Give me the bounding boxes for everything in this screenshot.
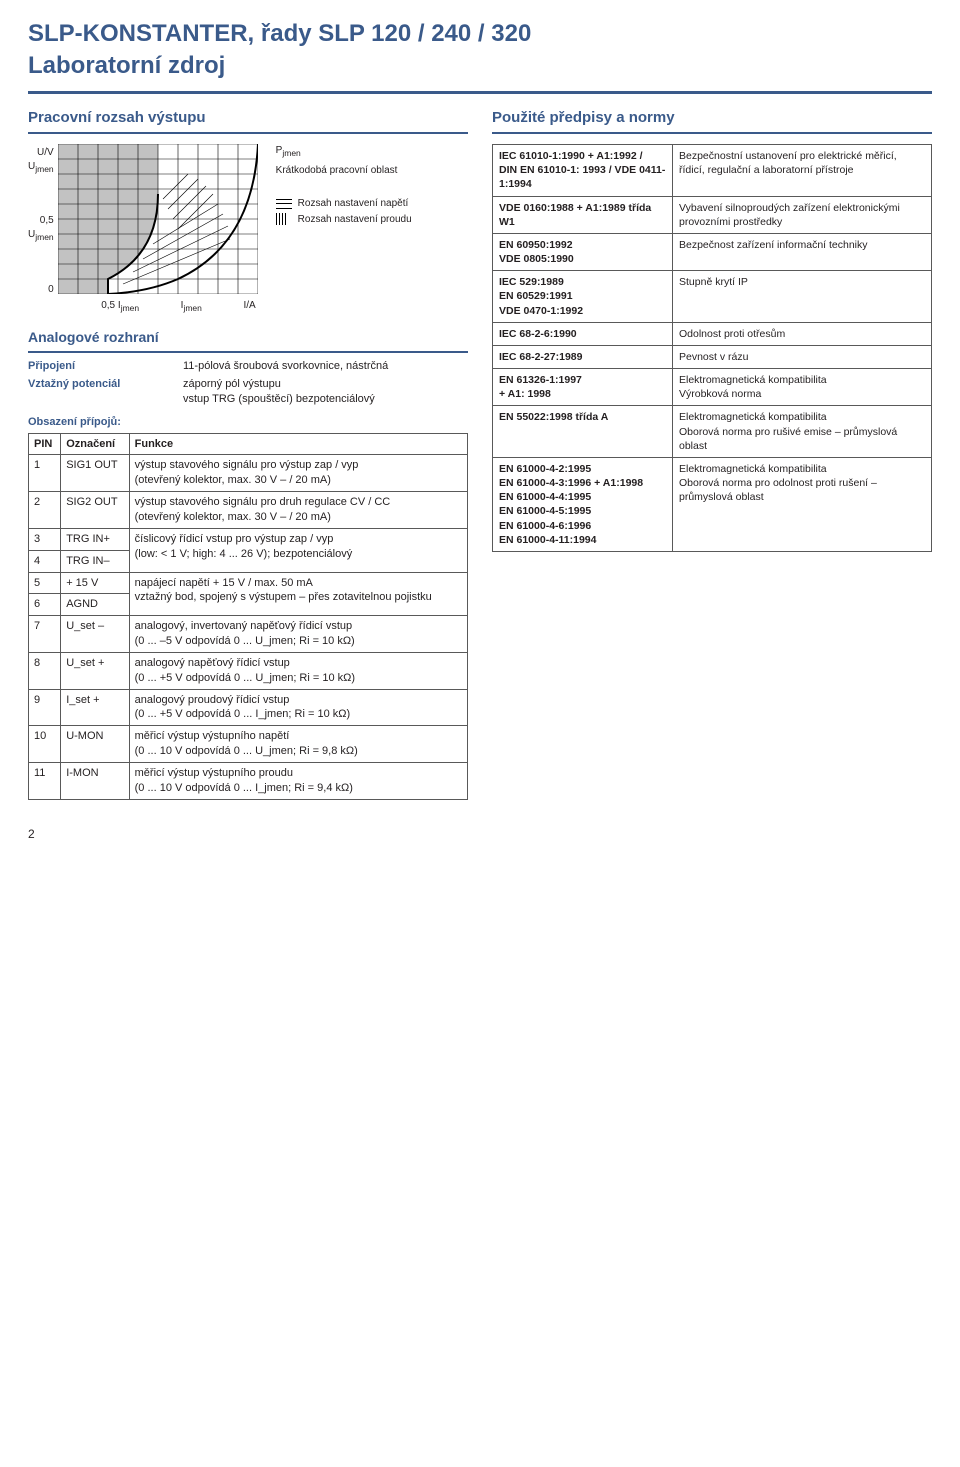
table-cell: + 15 V — [61, 572, 129, 594]
y-axis-uv: U/V — [37, 147, 54, 158]
pins-heading: Obsazení přípojů: — [28, 415, 183, 430]
legend-current: Rozsah nastavení proudu — [298, 213, 412, 227]
chart-y-labels: U/VUjmen 0,5Ujmen 0 — [28, 144, 58, 296]
pins-col-pin: PIN — [29, 433, 61, 455]
table-cell: SIG2 OUT — [61, 492, 129, 529]
table-cell: Bezpečnostní ustanovení pro elektrické m… — [673, 145, 932, 197]
table-cell: číslicový řídicí vstup pro výstup zap / … — [129, 528, 467, 572]
refpot-row: Vztažný potenciál záporný pól výstupu vs… — [28, 377, 468, 407]
table-cell: I_set + — [61, 689, 129, 726]
table-cell: TRG IN– — [61, 550, 129, 572]
table-cell: IEC 68-2-27:1989 — [493, 345, 673, 368]
table-cell: 6 — [29, 594, 61, 616]
table-cell: VDE 0160:1988 + A1:1989 třída W1 — [493, 196, 673, 233]
refpot-label: Vztažný potenciál — [28, 377, 183, 407]
table-cell: EN 55022:1998 třída A — [493, 406, 673, 458]
connection-row: Připojení 11-pólová šroubová svorkovnice… — [28, 359, 468, 374]
pins-col-name: Označení — [61, 433, 129, 455]
table-cell: Stupně krytí IP — [673, 271, 932, 323]
chart-svg — [58, 144, 258, 294]
y-axis-0: 0 — [28, 283, 54, 297]
table-cell: 3 — [29, 528, 61, 550]
table-cell: IEC 529:1989 EN 60529:1991 VDE 0470-1:19… — [493, 271, 673, 323]
table-cell: analogový napěťový řídicí vstup (0 ... +… — [129, 652, 467, 689]
table-cell: měřicí výstup výstupního proudu (0 ... 1… — [129, 762, 467, 799]
table-cell: EN 61326-1:1997 + A1: 1998 — [493, 369, 673, 406]
table-cell: napájecí napětí + 15 V / max. 50 mA vzta… — [129, 572, 467, 616]
table-cell: analogový proudový řídicí vstup (0 ... +… — [129, 689, 467, 726]
table-cell: Vybavení silnoproudých zařízení elektron… — [673, 196, 932, 233]
output-range-chart: U/VUjmen 0,5Ujmen 0 — [28, 144, 468, 314]
title-line-1: SLP-KONSTANTER, řady SLP 120 / 240 / 320 — [28, 18, 932, 50]
table-cell: měřicí výstup výstupního napětí (0 ... 1… — [129, 726, 467, 763]
pins-col-func: Funkce — [129, 433, 467, 455]
table-cell: 7 — [29, 616, 61, 653]
table-cell: TRG IN+ — [61, 528, 129, 550]
table-cell: 8 — [29, 652, 61, 689]
table-cell: 10 — [29, 726, 61, 763]
right-column: Použité předpisy a normy IEC 61010-1:199… — [492, 108, 932, 800]
table-cell: U-MON — [61, 726, 129, 763]
chart-legend: Krátkodobá pracovní oblast Rozsah nastav… — [276, 164, 412, 227]
refpot-value: záporný pól výstupu vstup TRG (spouštěcí… — [183, 377, 468, 407]
page-title: SLP-KONSTANTER, řady SLP 120 / 240 / 320… — [28, 18, 932, 94]
title-line-2: Laboratorní zdroj — [28, 50, 932, 82]
table-cell: 2 — [29, 492, 61, 529]
table-cell: 5 — [29, 572, 61, 594]
chart-x-labels: 0,5 Ijmen Ijmen I/A — [58, 299, 258, 314]
table-cell: Elektromagnetická kompatibilita Výrobkov… — [673, 369, 932, 406]
table-cell: 4 — [29, 550, 61, 572]
table-cell: U_set + — [61, 652, 129, 689]
table-cell: AGND — [61, 594, 129, 616]
table-cell: Bezpečnost zařízení informační techniky — [673, 233, 932, 270]
table-cell: Pevnost v rázu — [673, 345, 932, 368]
table-cell: Odolnost proti otřesům — [673, 322, 932, 345]
table-cell: Elektromagnetická kompatibilita Oborová … — [673, 457, 932, 551]
output-range-heading: Pracovní rozsah výstupu — [28, 108, 468, 134]
connection-value: 11-pólová šroubová svorkovnice, nástrčná — [183, 359, 468, 374]
table-cell: Elektromagnetická kompatibilita Oborová … — [673, 406, 932, 458]
connection-label: Připojení — [28, 359, 183, 374]
table-cell: 11 — [29, 762, 61, 799]
table-cell: EN 60950:1992 VDE 0805:1990 — [493, 233, 673, 270]
table-cell: U_set – — [61, 616, 129, 653]
legend-voltage: Rozsah nastavení napětí — [298, 197, 409, 211]
table-cell: IEC 68-2-6:1990 — [493, 322, 673, 345]
overlay-label: Krátkodobá pracovní oblast — [276, 164, 412, 178]
table-cell: 9 — [29, 689, 61, 726]
analog-interface-heading: Analogové rozhraní — [28, 328, 468, 353]
table-cell: 1 — [29, 455, 61, 492]
norms-table: IEC 61010-1:1990 + A1:1992 / DIN EN 6101… — [492, 144, 932, 552]
table-cell: výstup stavového signálu pro výstup zap … — [129, 455, 467, 492]
norms-heading: Použité předpisy a normy — [492, 108, 932, 134]
table-cell: výstup stavového signálu pro druh regula… — [129, 492, 467, 529]
table-cell: SIG1 OUT — [61, 455, 129, 492]
table-cell: analogový, invertovaný napěťový řídicí v… — [129, 616, 467, 653]
page-number: 2 — [28, 826, 932, 842]
table-cell: IEC 61010-1:1990 + A1:1992 / DIN EN 6101… — [493, 145, 673, 197]
table-cell: I-MON — [61, 762, 129, 799]
left-column: Pracovní rozsah výstupu U/VUjmen 0,5Ujme… — [28, 108, 468, 800]
table-cell: EN 61000-4-2:1995 EN 61000-4-3:1996 + A1… — [493, 457, 673, 551]
pins-table: PIN Označení Funkce 1SIG1 OUTvýstup stav… — [28, 433, 468, 800]
